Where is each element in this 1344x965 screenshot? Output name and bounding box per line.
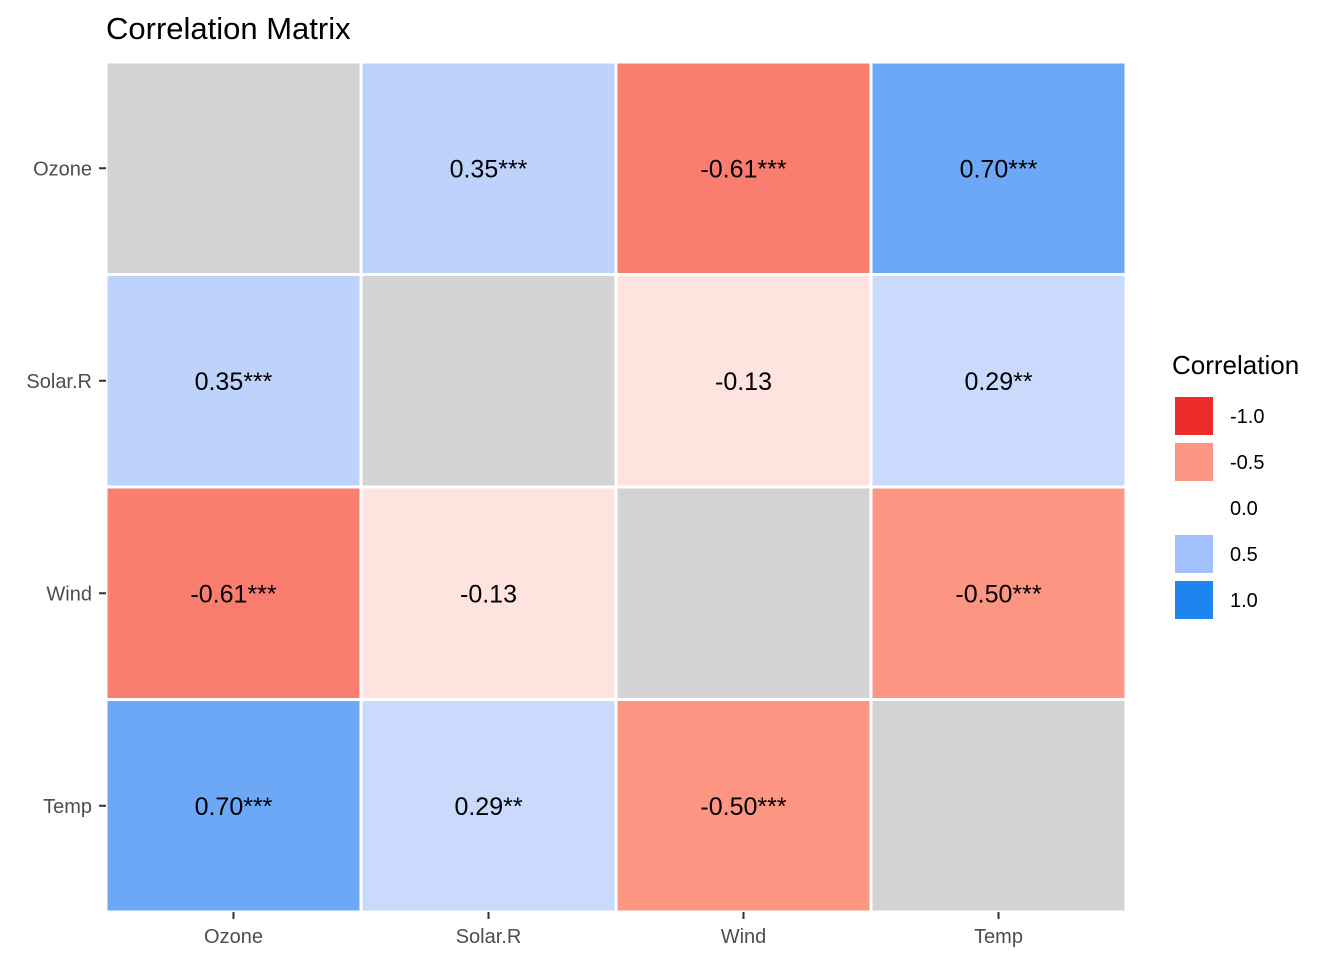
cell-value-label: -0.13: [460, 580, 517, 608]
heatmap-cell: [869, 60, 1128, 276]
cell-value-label: -0.13: [715, 368, 772, 396]
y-tick-label: Temp: [43, 796, 92, 818]
cell-value-label: 0.70***: [960, 155, 1038, 183]
x-tick-label: Temp: [974, 926, 1023, 948]
cell-value-label: -0.61***: [190, 580, 276, 608]
heatmap-cell: [104, 60, 363, 276]
x-tick-label: Ozone: [204, 926, 263, 948]
y-tick-label: Solar.R: [26, 371, 92, 393]
heatmap-cell: [104, 698, 363, 914]
heatmap-cell: [359, 60, 618, 276]
heatmap-cell: [614, 60, 873, 276]
cell-value-label: 0.70***: [195, 793, 273, 821]
heatmap-cell: [869, 273, 1128, 489]
legend-swatch: [1175, 581, 1213, 619]
heatmap-cells: 0.35*** -0.61*** 0.70*** 0.35*** -0.13 0.29**…: [104, 60, 1128, 914]
cell-value-label: 0.35***: [450, 155, 528, 183]
legend-label: -0.5: [1230, 452, 1264, 474]
x-axis: Ozone Solar.R Wind Temp: [204, 912, 1023, 948]
legend-swatch: [1175, 397, 1213, 435]
heatmap-cell: [614, 273, 873, 489]
legend-swatch: [1175, 443, 1213, 481]
cell-value-label: 0.29**: [454, 793, 522, 821]
y-tick-label: Ozone: [33, 158, 92, 180]
legend-title: Correlation: [1172, 350, 1299, 380]
y-axis: Ozone Solar.R Wind Temp: [26, 158, 106, 818]
heatmap-cell: [614, 485, 873, 701]
heatmap-cell: [104, 273, 363, 489]
heatmap-cell: [869, 698, 1128, 914]
legend-swatch: [1175, 535, 1213, 573]
legend: Correlation -1.0 -0.5 0.0 0.5 1.0: [1172, 350, 1299, 622]
chart-title: Correlation Matrix: [106, 11, 351, 46]
legend-label: 0.5: [1230, 544, 1258, 566]
heatmap-cell: [614, 698, 873, 914]
cell-value-label: -0.50***: [700, 793, 786, 821]
legend-label: -1.0: [1230, 406, 1264, 428]
cell-value-label: -0.50***: [955, 580, 1041, 608]
legend-label: 1.0: [1230, 590, 1258, 612]
heatmap-cell: [359, 485, 618, 701]
legend-swatch: [1175, 489, 1213, 527]
heatmap-cell: [359, 273, 618, 489]
cell-value-label: -0.61***: [700, 155, 786, 183]
x-tick-label: Solar.R: [456, 926, 522, 948]
cell-value-label: 0.29**: [964, 368, 1032, 396]
x-tick-label: Wind: [721, 926, 767, 948]
cell-value-label: 0.35***: [195, 368, 273, 396]
y-tick-label: Wind: [46, 583, 92, 605]
legend-label: 0.0: [1230, 498, 1258, 520]
